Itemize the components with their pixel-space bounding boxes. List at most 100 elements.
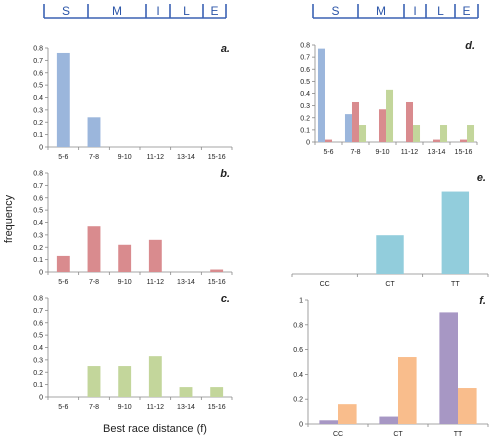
x-tick-label: 11-12 bbox=[147, 279, 164, 286]
bar bbox=[458, 388, 477, 424]
band-label: L bbox=[183, 4, 190, 18]
x-tick-label: CT bbox=[385, 281, 395, 288]
y-tick-label: 0.7 bbox=[33, 183, 43, 190]
y-tick-label: 0.6 bbox=[33, 195, 43, 202]
y-tick-label: 0.8 bbox=[33, 296, 43, 303]
x-tick-label: 7-8 bbox=[89, 404, 99, 411]
y-tick-label: 0.3 bbox=[33, 107, 43, 114]
band-label: E bbox=[462, 4, 470, 18]
bar bbox=[148, 356, 162, 397]
x-tick-label: CC bbox=[320, 281, 330, 288]
x-tick-label: 7-8 bbox=[89, 279, 99, 286]
band-label: M bbox=[376, 4, 386, 18]
panel-letter: b. bbox=[220, 168, 230, 180]
x-tick-label: 15-16 bbox=[208, 154, 226, 161]
y-tick-label: 0.1 bbox=[33, 132, 43, 139]
x-tick-label: CT bbox=[393, 431, 403, 438]
band-label: L bbox=[437, 4, 444, 18]
x-tick-label: 9-10 bbox=[118, 404, 132, 411]
bar bbox=[319, 420, 338, 424]
panel-letter: e. bbox=[477, 172, 486, 184]
y-tick-label: 0.1 bbox=[33, 257, 43, 264]
bar bbox=[467, 125, 475, 142]
bar bbox=[87, 226, 101, 272]
y-tick-label: 0.8 bbox=[300, 43, 310, 50]
bar bbox=[87, 117, 101, 147]
x-tick-label: 5-6 bbox=[58, 154, 68, 161]
x-tick-label: 7-8 bbox=[350, 149, 360, 156]
bar bbox=[324, 139, 333, 142]
x-axis-title: Best race distance (f) bbox=[103, 423, 207, 435]
y-tick-label: 0.5 bbox=[33, 208, 43, 215]
y-tick-label: 0.2 bbox=[33, 120, 43, 127]
x-tick-label: TT bbox=[454, 431, 463, 438]
bar bbox=[118, 366, 132, 397]
y-tick-label: 0.1 bbox=[300, 127, 310, 134]
panel-e: CC CT TT e. bbox=[291, 172, 489, 288]
x-tick-label: TT bbox=[451, 281, 460, 288]
y-tick-label: 0.4 bbox=[300, 91, 310, 98]
x-tick-label: 7-8 bbox=[89, 154, 99, 161]
panel-a: 0 0.1 0.2 0.3 0.4 0.5 0.6 0.7 0.8 5-6 7-8 9-10 11-12… bbox=[33, 43, 233, 161]
bar bbox=[344, 114, 352, 142]
x-tick-label: 9-10 bbox=[375, 149, 389, 156]
y-tick-label: 0.2 bbox=[33, 370, 43, 377]
bar bbox=[405, 101, 414, 142]
y-tick-label: 0.8 bbox=[293, 322, 303, 329]
y-tick-label: 0.3 bbox=[33, 357, 43, 364]
bar bbox=[210, 269, 224, 272]
bar bbox=[386, 89, 394, 142]
bar bbox=[317, 48, 325, 143]
y-tick-label: 0.6 bbox=[293, 347, 303, 354]
bar bbox=[378, 109, 387, 142]
y-tick-label: 1 bbox=[299, 298, 303, 305]
band-label: I bbox=[156, 4, 159, 18]
x-tick-label: 11-12 bbox=[147, 404, 164, 411]
band-label: S bbox=[331, 4, 339, 18]
x-tick-label: 13-14 bbox=[177, 404, 195, 411]
bar bbox=[398, 357, 417, 424]
bar bbox=[440, 125, 448, 142]
x-tick-label: CC bbox=[333, 431, 343, 438]
y-tick-label: 0.4 bbox=[33, 345, 43, 352]
y-tick-label: 0.3 bbox=[300, 103, 310, 110]
bar bbox=[210, 387, 224, 397]
x-tick-label: 15-16 bbox=[208, 279, 226, 286]
y-tick-label: 0.8 bbox=[33, 171, 43, 178]
y-tick-label: 0.6 bbox=[33, 320, 43, 327]
bar bbox=[351, 101, 360, 142]
panel-d: 0 0.1 0.2 0.3 0.4 0.5 0.6 0.7 0.8 5-6 7-8 9-10 11-12… bbox=[300, 40, 478, 156]
x-tick-label: 15-16 bbox=[455, 149, 473, 156]
bar bbox=[338, 404, 357, 424]
panel-letter: d. bbox=[465, 40, 475, 52]
y-tick-label: 0 bbox=[39, 395, 43, 402]
panel-b: 0 0.1 0.2 0.3 0.4 0.5 0.6 0.7 0.8 5-6 7-8 9-10 11-12… bbox=[33, 168, 233, 286]
bar bbox=[87, 366, 101, 397]
y-tick-label: 0.4 bbox=[33, 95, 43, 102]
y-tick-label: 0.2 bbox=[300, 115, 310, 122]
y-tick-label: 0.2 bbox=[293, 397, 303, 404]
panel-letter: a. bbox=[221, 43, 230, 55]
x-tick-label: 9-10 bbox=[118, 154, 132, 161]
bar bbox=[379, 416, 398, 424]
y-tick-label: 0.5 bbox=[300, 79, 310, 86]
y-tick-label: 0 bbox=[39, 145, 43, 152]
y-tick-label: 0 bbox=[306, 140, 310, 147]
y-tick-label: 0.4 bbox=[33, 220, 43, 227]
x-tick-label: 5-6 bbox=[323, 149, 333, 156]
bar bbox=[432, 139, 441, 142]
y-tick-label: 0.8 bbox=[33, 46, 43, 53]
bar bbox=[359, 125, 367, 142]
band-label: E bbox=[210, 4, 218, 18]
x-tick-label: 13-14 bbox=[177, 154, 195, 161]
x-tick-label: 11-12 bbox=[147, 154, 164, 161]
band-label: M bbox=[112, 4, 122, 18]
x-tick-label: 5-6 bbox=[58, 279, 68, 286]
panel-c: 0 0.1 0.2 0.3 0.4 0.5 0.6 0.7 0.8 5-6 7-8 9-10 11-12… bbox=[33, 293, 233, 411]
panel-f: 0 0.2 0.4 0.6 0.8 1 CC CT TT f. bbox=[293, 295, 489, 438]
y-tick-label: 0.7 bbox=[300, 55, 310, 62]
bar bbox=[459, 139, 468, 142]
band-label: S bbox=[62, 4, 70, 18]
